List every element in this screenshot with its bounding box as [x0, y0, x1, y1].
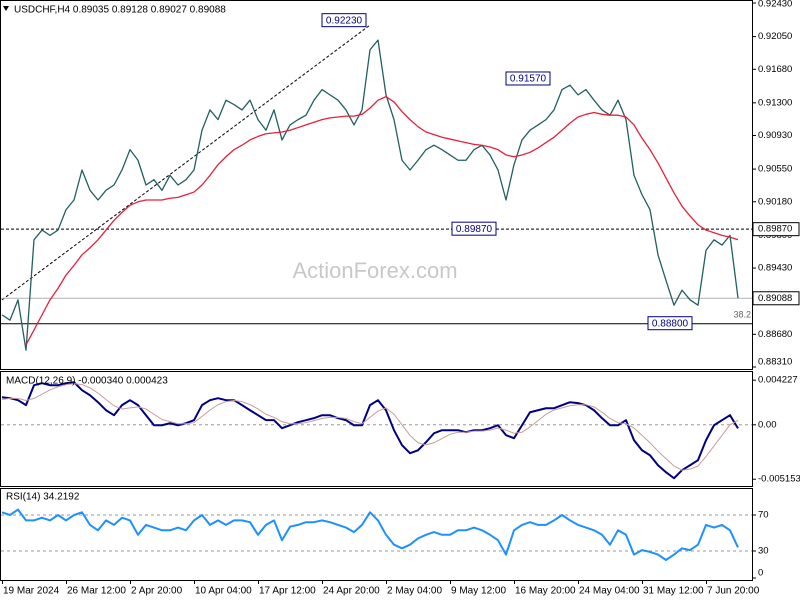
- series-line: [1, 381, 739, 480]
- x-tick-label: 16 May 20:00: [515, 586, 576, 597]
- level-box: [451, 221, 497, 236]
- y-tick-label: -0.005153: [758, 474, 800, 485]
- panel-frame: [0, 0, 753, 370]
- y-tick-label: 0.90930: [758, 130, 792, 141]
- x-tick-label: 2 Apr 20:00: [131, 586, 183, 597]
- chart-title: USDCHF,H4 0.89035 0.89128 0.89027 0.8908…: [14, 5, 226, 16]
- x-tick-label: 10 Apr 04:00: [195, 586, 252, 597]
- y-tick-label: 0.88680: [758, 329, 792, 340]
- y-tick-label: 0.004227: [758, 375, 798, 386]
- y-tick-label: 0.92050: [758, 31, 792, 42]
- peak-label: 0.92230: [326, 15, 363, 26]
- panel-frame: [0, 371, 753, 487]
- level-box-label: 0.89870: [456, 224, 493, 235]
- x-tick-label: 9 May 12:00: [451, 586, 506, 597]
- y-tick-label: 0.90180: [758, 196, 792, 207]
- peak-box: [505, 71, 551, 86]
- y-tick-label: 0.91300: [758, 97, 792, 108]
- level-box-label: 0.88800: [652, 318, 689, 329]
- x-tick-label: 2 May 04:00: [387, 586, 442, 597]
- y-tick-label: 0.91680: [758, 64, 792, 75]
- fib-label: 38.2: [733, 309, 751, 319]
- rsi-title: RSI(14) 34.2192: [6, 492, 80, 503]
- menu-triangle[interactable]: [3, 6, 9, 11]
- peak-box: [321, 13, 367, 28]
- y-tick-label: 70: [758, 510, 769, 521]
- level-box: [647, 316, 693, 331]
- axis-price-box: [752, 222, 800, 237]
- series-line: [1, 39, 739, 351]
- axis-price-label: 0.89088: [758, 293, 792, 304]
- axis-price-label: 0.89870: [758, 224, 792, 235]
- y-tick-label: 0: [758, 568, 763, 579]
- y-tick-label: 0.90550: [758, 164, 792, 175]
- panel-frame: [0, 488, 753, 581]
- trendline: [1, 24, 371, 301]
- series-line: [1, 508, 739, 561]
- x-tick-label: 17 Apr 12:00: [259, 586, 316, 597]
- x-tick-label: 24 Apr 20:00: [323, 586, 380, 597]
- watermark: ActionForex.com: [292, 258, 457, 283]
- y-tick-label: 30: [758, 546, 769, 557]
- y-tick-label: 0.00: [758, 419, 777, 430]
- y-tick-label: 0.88310: [758, 357, 792, 368]
- peak-label: 0.91570: [510, 74, 547, 85]
- macd-title: MACD(12,26,9) -0.000340 0.000423: [6, 376, 168, 387]
- series-line: [25, 96, 739, 346]
- y-tick-label: 0.92430: [758, 0, 792, 10]
- x-tick-label: 7 Jun 20:00: [707, 586, 760, 597]
- series-line: [1, 383, 739, 471]
- x-tick-label: 24 May 04:00: [579, 586, 640, 597]
- x-tick-label: 26 Mar 12:00: [67, 586, 126, 597]
- x-tick-label: 31 May 12:00: [643, 586, 704, 597]
- y-tick-label: 0.89430: [758, 263, 792, 274]
- x-tick-label: 19 Mar 2024: [3, 586, 60, 597]
- axis-price-box: [752, 291, 800, 306]
